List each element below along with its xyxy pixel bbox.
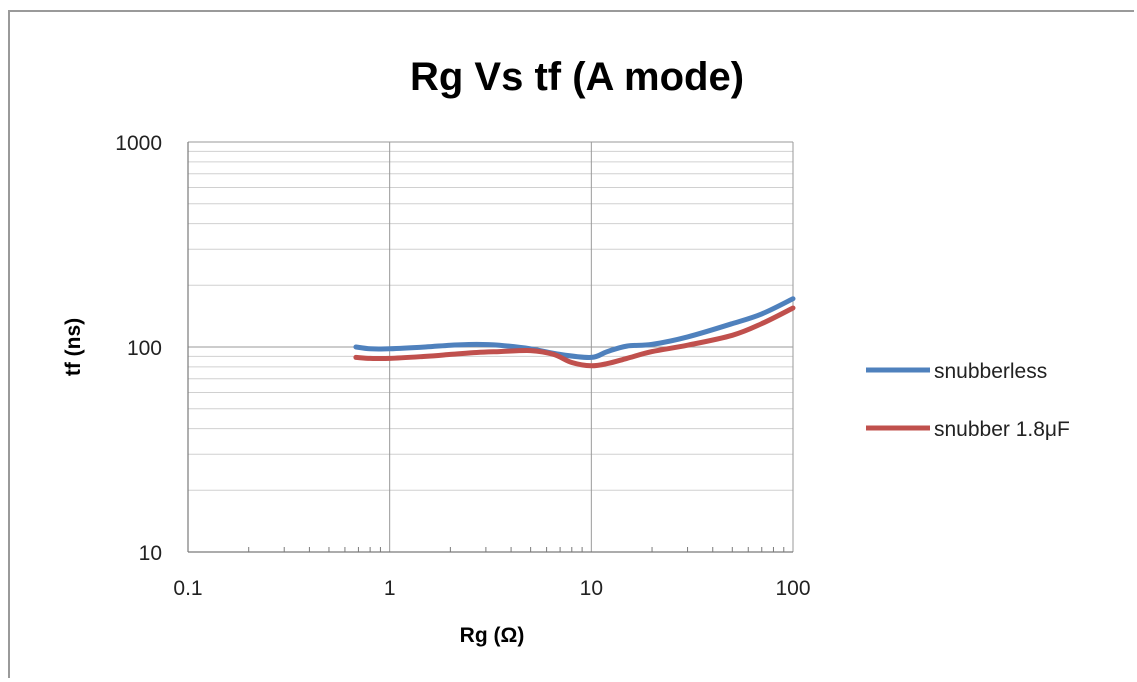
y-tick-label: 1000 <box>115 132 162 155</box>
y-tick-label: 10 <box>139 542 162 565</box>
y-axis-title: tf (ns) <box>62 318 85 376</box>
chart-area <box>8 10 1134 678</box>
x-tick-label: 100 <box>775 577 810 600</box>
legend: snubberless snubber 1.8μF <box>866 360 1070 441</box>
x-tick-label: 10 <box>580 577 603 600</box>
legend-label: snubber 1.8μF <box>934 418 1070 441</box>
x-tick-label: 0.1 <box>173 577 202 600</box>
chart-title: Rg Vs tf (A mode) <box>410 55 744 99</box>
series-lines <box>353 296 796 369</box>
series-line-snubber-1-8uf <box>353 305 796 369</box>
grid <box>187 141 794 553</box>
x-tick-label: 1 <box>384 577 396 600</box>
tick-labels: 0.1 1 10 100 10 100 1000 <box>115 132 810 600</box>
x-axis-title: Rg (Ω) <box>460 624 525 647</box>
legend-label: snubberless <box>934 360 1047 383</box>
y-tick-label: 100 <box>127 337 162 360</box>
series-line-snubberless <box>353 296 796 360</box>
